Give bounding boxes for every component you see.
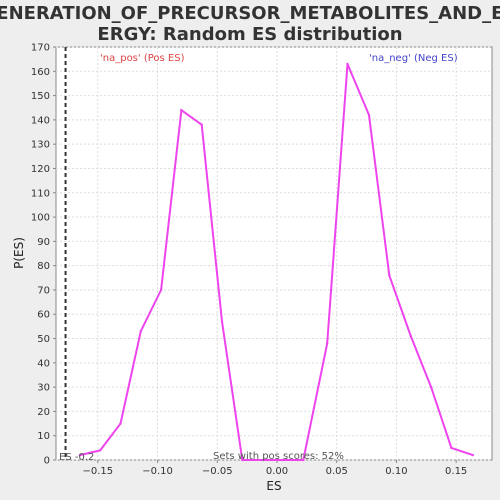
data-point	[368, 114, 370, 116]
y-tick-label: 0	[44, 456, 50, 467]
y-tick-label: 130	[31, 140, 50, 151]
y-tick-label: 60	[37, 310, 50, 321]
chart-title-line-1: GENERATION_OF_PRECURSOR_METABOLITES_AND_…	[0, 3, 500, 24]
y-tick-label: 110	[31, 188, 50, 199]
plot-area	[56, 47, 492, 460]
y-tick-label: 20	[37, 407, 50, 418]
x-tick-label: 0.00	[266, 466, 288, 477]
x-tick-label: −0.05	[202, 466, 233, 477]
y-tick-label: 170	[31, 43, 50, 54]
pos-scores-annotation: Sets with pos scores: 52%	[213, 451, 344, 462]
y-tick-label: 120	[31, 164, 50, 175]
y-tick-label: 100	[31, 213, 50, 224]
y-tick-label: 50	[37, 334, 50, 345]
x-tick-label: −0.10	[142, 466, 173, 477]
y-tick-label: 80	[37, 261, 50, 272]
data-point	[326, 342, 328, 344]
data-point	[160, 289, 162, 291]
data-point	[430, 386, 432, 388]
x-axis-label: ES	[266, 479, 281, 493]
y-tick-label: 90	[37, 237, 50, 248]
data-point	[140, 330, 142, 332]
x-tick-label: 0.05	[326, 466, 348, 477]
x-tick-label: 0.15	[445, 466, 467, 477]
chart-title-line-2: ERGY: Random ES distribution	[97, 24, 402, 45]
legend-neg-es: 'na_neg' (Neg ES)	[369, 53, 458, 64]
data-point	[450, 447, 452, 449]
data-point	[472, 454, 474, 456]
data-point	[119, 422, 121, 424]
y-tick-label: 150	[31, 91, 50, 102]
x-tick-label: −0.15	[82, 466, 113, 477]
y-tick-label: 30	[37, 383, 50, 394]
y-tick-label: 10	[37, 431, 50, 442]
data-point	[410, 335, 412, 337]
x-axis-ticks: −0.15 −0.10 −0.05 0.00 0.05 0.10 0.15	[82, 460, 467, 477]
y-axis-ticks: 0 10 20 30 40 50 60 70 80 90 100 110 120 130 140 150 160…	[31, 43, 56, 467]
legend-pos-es: 'na_pos' (Pos ES)	[100, 53, 185, 64]
y-tick-label: 40	[37, 358, 50, 369]
data-point	[388, 274, 390, 276]
data-point	[221, 320, 223, 322]
data-point	[99, 449, 101, 451]
es-marker-label: ES -0.2	[59, 452, 94, 463]
data-point	[201, 124, 203, 126]
y-tick-label: 140	[31, 115, 50, 126]
data-point	[346, 63, 348, 65]
x-tick-label: 0.10	[385, 466, 407, 477]
y-axis-label: P(ES)	[12, 237, 26, 269]
y-tick-label: 70	[37, 285, 50, 296]
data-point	[180, 109, 182, 111]
y-tick-label: 160	[31, 67, 50, 78]
